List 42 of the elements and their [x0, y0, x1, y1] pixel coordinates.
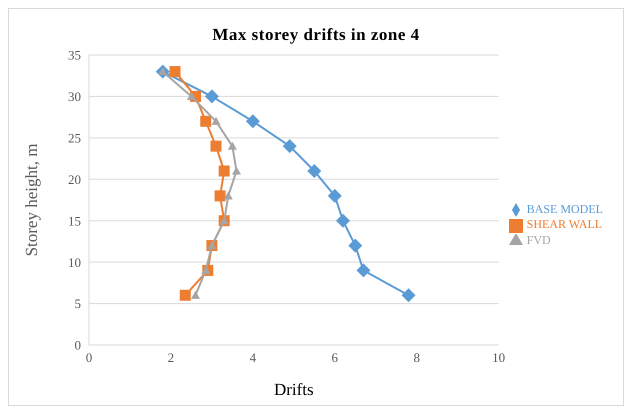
- y-tick-label: 30: [68, 89, 81, 104]
- legend-label: SHEAR WALL: [526, 217, 602, 232]
- x-tick-label: 6: [332, 350, 339, 366]
- point: [211, 116, 220, 125]
- point: [348, 238, 362, 253]
- point: [170, 66, 181, 78]
- point: [191, 290, 200, 299]
- point: [224, 191, 233, 200]
- y-tick-label: 15: [68, 213, 81, 228]
- point: [218, 166, 230, 176]
- point: [232, 166, 241, 175]
- y-tick-label: 20: [68, 172, 81, 187]
- x-axis-title: Drifts: [274, 380, 314, 399]
- chart-title: Max storey drifts in zone 4: [211, 25, 421, 45]
- y-tick-label: 35: [68, 48, 81, 63]
- x-tick-label: 0: [86, 350, 92, 366]
- point: [356, 263, 370, 278]
- point: [201, 266, 210, 274]
- point: [336, 214, 350, 228]
- x-tick-label: 2: [168, 350, 174, 366]
- x-tick-label: 4: [250, 350, 257, 366]
- x-tick-label: 10: [492, 350, 506, 366]
- y-axis-title: Storey height, m: [22, 144, 42, 256]
- point: [328, 188, 342, 203]
- point: [402, 288, 416, 302]
- y-tick-label: 5: [74, 296, 81, 312]
- x-tick-label: 8: [413, 350, 420, 366]
- y-tick-label: 10: [68, 254, 81, 270]
- point: [200, 116, 212, 127]
- point: [246, 114, 260, 128]
- point: [204, 89, 219, 104]
- point: [228, 142, 237, 150]
- y-tick-label: 0: [74, 338, 81, 353]
- point: [180, 290, 191, 301]
- point: [186, 92, 196, 100]
- point: [307, 164, 322, 178]
- y-tick-label: 25: [68, 130, 81, 146]
- point: [282, 139, 297, 154]
- legend-label: BASE MODEL: [526, 202, 603, 216]
- legend-label: FVD: [526, 232, 551, 247]
- point: [210, 140, 222, 152]
- point: [214, 190, 226, 202]
